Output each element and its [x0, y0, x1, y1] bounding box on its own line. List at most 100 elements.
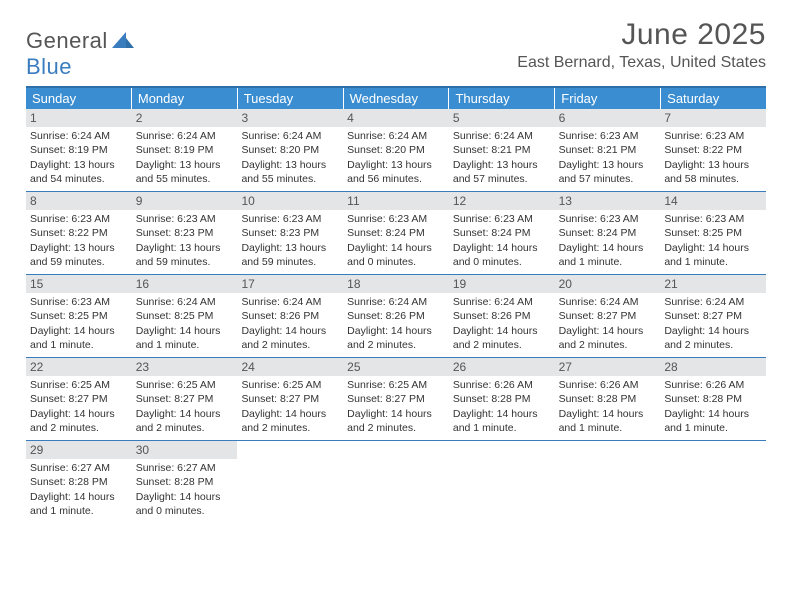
daylight-line: Daylight: 14 hours and 2 minutes.	[559, 324, 657, 352]
day-number: 28	[660, 358, 766, 376]
sunset-line: Sunset: 8:27 PM	[347, 392, 445, 406]
day-cell: 9Sunrise: 6:23 AMSunset: 8:23 PMDaylight…	[132, 192, 238, 274]
day-cell: 5Sunrise: 6:24 AMSunset: 8:21 PMDaylight…	[449, 109, 555, 191]
day-cell: 14Sunrise: 6:23 AMSunset: 8:25 PMDayligh…	[660, 192, 766, 274]
day-cell: 1Sunrise: 6:24 AMSunset: 8:19 PMDaylight…	[26, 109, 132, 191]
weekday-row: SundayMondayTuesdayWednesdayThursdayFrid…	[26, 88, 766, 109]
week-row: 29Sunrise: 6:27 AMSunset: 8:28 PMDayligh…	[26, 440, 766, 523]
location: East Bernard, Texas, United States	[517, 54, 766, 72]
day-cell: 18Sunrise: 6:24 AMSunset: 8:26 PMDayligh…	[343, 275, 449, 357]
day-number: 27	[555, 358, 661, 376]
logo-part-1: General	[26, 28, 108, 53]
day-number: 30	[132, 441, 238, 459]
weekday-header: Wednesday	[344, 88, 449, 109]
day-cell: 8Sunrise: 6:23 AMSunset: 8:22 PMDaylight…	[26, 192, 132, 274]
daylight-line: Daylight: 14 hours and 2 minutes.	[241, 407, 339, 435]
daylight-line: Daylight: 14 hours and 2 minutes.	[664, 324, 762, 352]
day-cell	[555, 441, 661, 523]
sunrise-line: Sunrise: 6:24 AM	[136, 129, 234, 143]
sunset-line: Sunset: 8:22 PM	[664, 143, 762, 157]
weekday-header: Sunday	[26, 88, 131, 109]
day-number: 25	[343, 358, 449, 376]
sunrise-line: Sunrise: 6:23 AM	[30, 295, 128, 309]
daylight-line: Daylight: 13 hours and 59 minutes.	[30, 241, 128, 269]
daylight-line: Daylight: 14 hours and 1 minute.	[664, 241, 762, 269]
daylight-line: Daylight: 14 hours and 2 minutes.	[136, 407, 234, 435]
day-number: 23	[132, 358, 238, 376]
daylight-line: Daylight: 14 hours and 0 minutes.	[347, 241, 445, 269]
day-number: 1	[26, 109, 132, 127]
sunrise-line: Sunrise: 6:25 AM	[347, 378, 445, 392]
day-cell: 2Sunrise: 6:24 AMSunset: 8:19 PMDaylight…	[132, 109, 238, 191]
sunset-line: Sunset: 8:25 PM	[664, 226, 762, 240]
sunrise-line: Sunrise: 6:24 AM	[241, 295, 339, 309]
sunset-line: Sunset: 8:19 PM	[136, 143, 234, 157]
sunset-line: Sunset: 8:27 PM	[241, 392, 339, 406]
daylight-line: Daylight: 14 hours and 1 minute.	[664, 407, 762, 435]
day-cell: 15Sunrise: 6:23 AMSunset: 8:25 PMDayligh…	[26, 275, 132, 357]
day-cell	[237, 441, 343, 523]
week-row: 15Sunrise: 6:23 AMSunset: 8:25 PMDayligh…	[26, 274, 766, 357]
daylight-line: Daylight: 14 hours and 2 minutes.	[347, 407, 445, 435]
day-number: 3	[237, 109, 343, 127]
sunrise-line: Sunrise: 6:25 AM	[30, 378, 128, 392]
sunrise-line: Sunrise: 6:24 AM	[453, 295, 551, 309]
day-cell: 10Sunrise: 6:23 AMSunset: 8:23 PMDayligh…	[237, 192, 343, 274]
day-number: 10	[237, 192, 343, 210]
day-number: 22	[26, 358, 132, 376]
sunrise-line: Sunrise: 6:24 AM	[241, 129, 339, 143]
day-cell	[660, 441, 766, 523]
day-cell: 3Sunrise: 6:24 AMSunset: 8:20 PMDaylight…	[237, 109, 343, 191]
logo: GeneralBlue	[26, 18, 134, 80]
header: GeneralBlue June 2025 East Bernard, Texa…	[26, 18, 766, 80]
page: GeneralBlue June 2025 East Bernard, Texa…	[0, 0, 792, 523]
day-cell: 13Sunrise: 6:23 AMSunset: 8:24 PMDayligh…	[555, 192, 661, 274]
day-cell: 23Sunrise: 6:25 AMSunset: 8:27 PMDayligh…	[132, 358, 238, 440]
daylight-line: Daylight: 14 hours and 2 minutes.	[453, 324, 551, 352]
day-number: 4	[343, 109, 449, 127]
sunrise-line: Sunrise: 6:23 AM	[559, 212, 657, 226]
sunset-line: Sunset: 8:28 PM	[664, 392, 762, 406]
day-cell: 22Sunrise: 6:25 AMSunset: 8:27 PMDayligh…	[26, 358, 132, 440]
daylight-line: Daylight: 13 hours and 54 minutes.	[30, 158, 128, 186]
weekday-header: Friday	[555, 88, 660, 109]
sunrise-line: Sunrise: 6:23 AM	[559, 129, 657, 143]
daylight-line: Daylight: 13 hours and 58 minutes.	[664, 158, 762, 186]
day-cell: 6Sunrise: 6:23 AMSunset: 8:21 PMDaylight…	[555, 109, 661, 191]
sunrise-line: Sunrise: 6:25 AM	[241, 378, 339, 392]
sunrise-line: Sunrise: 6:24 AM	[453, 129, 551, 143]
day-number: 5	[449, 109, 555, 127]
sunrise-line: Sunrise: 6:24 AM	[136, 295, 234, 309]
sunrise-line: Sunrise: 6:24 AM	[664, 295, 762, 309]
daylight-line: Daylight: 14 hours and 0 minutes.	[136, 490, 234, 518]
calendar: SundayMondayTuesdayWednesdayThursdayFrid…	[26, 86, 766, 523]
daylight-line: Daylight: 14 hours and 1 minute.	[559, 407, 657, 435]
sunrise-line: Sunrise: 6:25 AM	[136, 378, 234, 392]
daylight-line: Daylight: 13 hours and 59 minutes.	[241, 241, 339, 269]
day-number: 17	[237, 275, 343, 293]
daylight-line: Daylight: 13 hours and 59 minutes.	[136, 241, 234, 269]
week-row: 1Sunrise: 6:24 AMSunset: 8:19 PMDaylight…	[26, 109, 766, 191]
weekday-header: Saturday	[661, 88, 766, 109]
day-cell: 26Sunrise: 6:26 AMSunset: 8:28 PMDayligh…	[449, 358, 555, 440]
sunrise-line: Sunrise: 6:23 AM	[347, 212, 445, 226]
daylight-line: Daylight: 13 hours and 57 minutes.	[453, 158, 551, 186]
sunset-line: Sunset: 8:28 PM	[559, 392, 657, 406]
day-number: 9	[132, 192, 238, 210]
title-block: June 2025 East Bernard, Texas, United St…	[517, 18, 766, 72]
sunset-line: Sunset: 8:24 PM	[559, 226, 657, 240]
sunrise-line: Sunrise: 6:26 AM	[664, 378, 762, 392]
day-cell	[343, 441, 449, 523]
sunrise-line: Sunrise: 6:26 AM	[559, 378, 657, 392]
sunrise-line: Sunrise: 6:24 AM	[347, 129, 445, 143]
weekday-header: Monday	[132, 88, 237, 109]
sunrise-line: Sunrise: 6:23 AM	[136, 212, 234, 226]
sunrise-line: Sunrise: 6:27 AM	[30, 461, 128, 475]
sunset-line: Sunset: 8:27 PM	[664, 309, 762, 323]
daylight-line: Daylight: 14 hours and 1 minute.	[30, 324, 128, 352]
sunset-line: Sunset: 8:21 PM	[559, 143, 657, 157]
daylight-line: Daylight: 14 hours and 2 minutes.	[241, 324, 339, 352]
day-cell: 20Sunrise: 6:24 AMSunset: 8:27 PMDayligh…	[555, 275, 661, 357]
sunset-line: Sunset: 8:26 PM	[453, 309, 551, 323]
day-cell: 27 Sunrise: 6:26 AMSunset: 8:28 PMDayligh…	[555, 358, 661, 440]
